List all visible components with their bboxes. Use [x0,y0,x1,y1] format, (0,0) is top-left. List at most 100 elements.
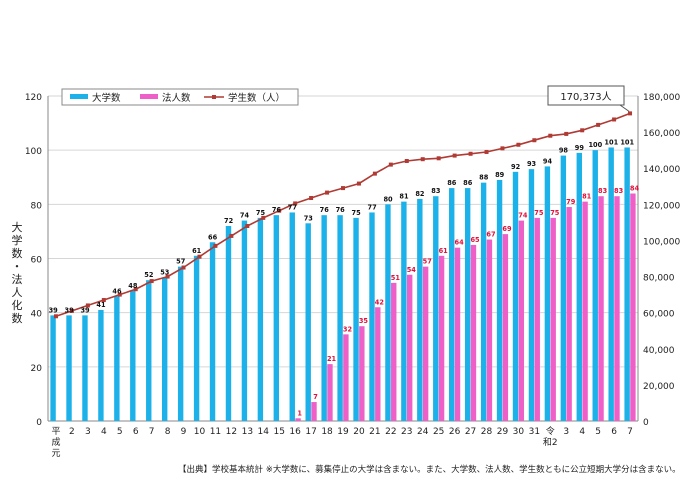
x-tick-label: 和2 [543,437,558,448]
x-tick-label: 成 [51,436,60,448]
data-label-university: 92 [511,163,521,171]
data-label-corporation: 83 [614,187,624,195]
bar-university [50,315,56,421]
data-label-corporation: 84 [630,185,640,193]
data-label-corporation: 51 [391,274,401,282]
data-label-corporation: 21 [327,355,337,363]
bar-university [225,226,232,421]
x-tick-label: 19 [337,427,349,437]
data-label-university: 73 [304,214,314,222]
bar-university [544,166,551,421]
bar-university [512,171,519,421]
y-axis-label: ・ [12,260,23,273]
data-label-corporation: 54 [407,266,417,274]
point-students [69,308,74,313]
y-axis-label: 大 [12,220,23,234]
bar-university [369,212,375,421]
data-label-university: 86 [463,179,473,187]
x-tick-label: 6 [611,427,617,437]
point-students [420,157,425,162]
data-label-university: 46 [112,287,122,295]
y-axis-label: 化 [12,298,23,312]
point-students [372,171,377,176]
data-label-university: 80 [383,195,393,203]
data-label-university: 76 [336,206,346,214]
data-label-corporation: 67 [486,231,496,239]
data-label-university: 39 [80,306,90,314]
x-tick-label: 20 [353,427,365,437]
bar-university [146,280,152,421]
legend-box [61,88,299,106]
bar-corporation [502,234,509,421]
data-label-university: 101 [604,138,618,146]
data-label-university: 75 [352,209,362,217]
bar-university [560,155,567,422]
line-students [55,112,631,318]
source-footnote: 【出典】学校基本統計 ※大学数に、募集停止の大学は含まない。また、大学数、法人数… [178,465,681,475]
bar-university [98,309,104,421]
y-left-tick-label: 0 [36,418,42,428]
bar-corporation [327,364,333,421]
x-tick-label: 5 [595,427,601,437]
point-students [580,128,585,133]
point-students [452,153,457,158]
bar-university [337,215,343,421]
point-students [468,151,473,156]
data-label-university: 77 [367,203,377,211]
point-students [500,146,505,151]
bar-corporation [311,402,317,421]
y-right-tick-label: 140,000 [643,165,680,175]
x-tick-label: 10 [194,427,206,437]
bar-corporation [518,220,525,421]
legend-swatch-corporation [140,94,158,99]
x-tick-label: 4 [579,427,585,437]
bar-university [433,196,439,421]
bar-university [161,277,168,421]
bar-university [480,182,487,421]
bar-university [289,212,295,421]
bar-university [385,204,391,421]
point-students [612,117,617,122]
y-right-tick-label: 80,000 [643,274,675,284]
point-students [165,274,170,279]
bar-university [114,296,120,421]
data-label-university: 94 [543,157,553,165]
data-label-university: 99 [575,144,585,152]
x-tick-label: 12 [226,427,237,437]
callout-leader [619,104,630,112]
data-label-university: 52 [144,271,154,279]
bar-university [576,152,582,421]
x-tick-label: 3 [563,427,569,437]
bar-university [608,147,614,422]
x-tick-label: 27 [465,427,476,437]
point-students [388,162,393,167]
y-right-tick-label: 40,000 [643,346,675,356]
point-students [117,292,122,297]
data-label-university: 76 [320,206,330,214]
bar-corporation [295,418,301,421]
data-label-corporation: 65 [470,236,480,244]
bar-university [66,315,72,421]
data-label-corporation: 75 [550,209,560,217]
y-axis-label: 数 [12,312,23,325]
data-label-corporation: 81 [582,193,592,201]
x-tick-label: 16 [289,427,301,437]
legend-swatch-university [70,94,88,99]
bar-corporation [582,201,588,421]
point-students [341,186,345,191]
x-tick-label: 26 [449,427,461,437]
bar-university [417,198,423,421]
point-students [229,233,234,238]
bar-university [241,220,248,421]
data-label-university: 88 [479,174,489,182]
bar-corporation [343,334,349,421]
point-students [277,208,282,213]
data-label-university: 100 [588,141,602,149]
point-students [564,131,569,136]
bar-university [193,255,200,421]
bar-corporation [454,247,461,421]
y-left-tick-label: 40 [31,310,43,320]
data-label-corporation: 69 [502,225,512,233]
data-label-corporation: 7 [313,393,318,401]
